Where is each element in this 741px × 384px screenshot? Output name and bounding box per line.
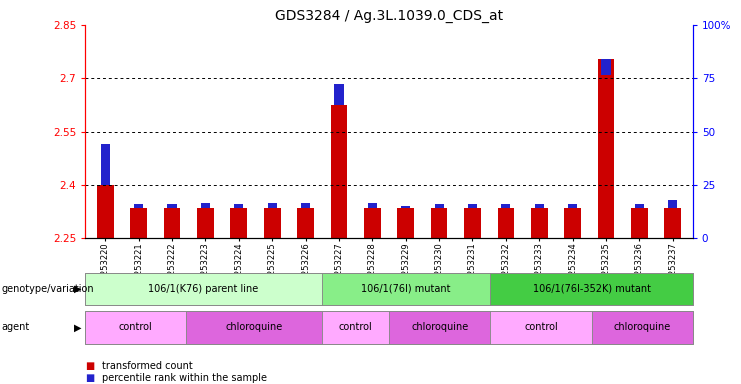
- Bar: [134, 204, 143, 208]
- Bar: [364, 208, 381, 238]
- Bar: [167, 204, 176, 208]
- Bar: [635, 204, 644, 208]
- Bar: [401, 206, 411, 208]
- Bar: [535, 204, 544, 208]
- Bar: [230, 208, 247, 238]
- Text: control: control: [339, 322, 372, 333]
- Text: percentile rank within the sample: percentile rank within the sample: [102, 373, 267, 383]
- Text: agent: agent: [1, 322, 30, 333]
- Bar: [268, 203, 277, 208]
- Text: chloroquine: chloroquine: [411, 322, 468, 333]
- Text: 106/1(76I-352K) mutant: 106/1(76I-352K) mutant: [533, 284, 651, 294]
- Bar: [397, 208, 414, 238]
- Bar: [101, 144, 110, 185]
- Bar: [334, 84, 344, 105]
- Text: control: control: [119, 322, 153, 333]
- Text: control: control: [524, 322, 558, 333]
- Title: GDS3284 / Ag.3L.1039.0_CDS_at: GDS3284 / Ag.3L.1039.0_CDS_at: [275, 8, 503, 23]
- Bar: [201, 203, 210, 208]
- Text: ■: ■: [85, 361, 94, 371]
- Bar: [234, 204, 243, 208]
- Bar: [330, 105, 348, 238]
- Text: 106/1(76I) mutant: 106/1(76I) mutant: [361, 284, 451, 294]
- Bar: [602, 59, 611, 75]
- Text: chloroquine: chloroquine: [225, 322, 282, 333]
- Bar: [464, 208, 481, 238]
- Bar: [434, 204, 444, 208]
- Bar: [431, 208, 448, 238]
- Text: ■: ■: [85, 373, 94, 383]
- Bar: [598, 59, 614, 238]
- Text: 106/1(K76) parent line: 106/1(K76) parent line: [148, 284, 259, 294]
- Bar: [368, 203, 377, 208]
- Bar: [568, 204, 577, 208]
- Bar: [97, 185, 113, 238]
- Bar: [497, 208, 514, 238]
- Bar: [501, 204, 511, 208]
- Bar: [297, 208, 314, 238]
- Bar: [164, 208, 180, 238]
- Text: transformed count: transformed count: [102, 361, 192, 371]
- Bar: [631, 208, 648, 238]
- Text: chloroquine: chloroquine: [614, 322, 671, 333]
- Text: ▶: ▶: [74, 284, 82, 294]
- Bar: [301, 203, 310, 208]
- Bar: [468, 204, 477, 208]
- Bar: [197, 208, 213, 238]
- Text: ▶: ▶: [74, 322, 82, 333]
- Bar: [668, 200, 677, 208]
- Bar: [264, 208, 281, 238]
- Bar: [531, 208, 548, 238]
- Bar: [565, 208, 581, 238]
- Bar: [130, 208, 147, 238]
- Bar: [665, 208, 681, 238]
- Text: genotype/variation: genotype/variation: [1, 284, 94, 294]
